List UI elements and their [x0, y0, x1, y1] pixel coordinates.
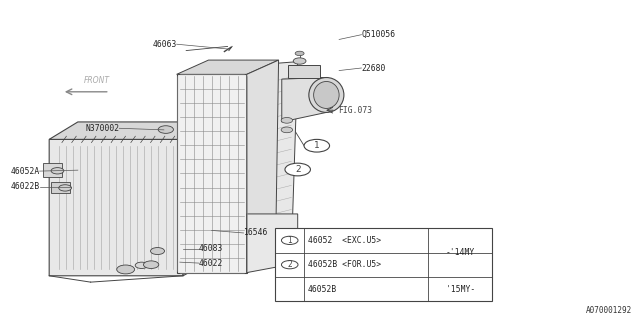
Text: 22680: 22680 — [362, 63, 386, 73]
Text: 16546: 16546 — [244, 228, 268, 237]
Ellipse shape — [309, 77, 344, 112]
Circle shape — [59, 185, 72, 191]
Text: Q510056: Q510056 — [362, 30, 396, 39]
Text: 46052A: 46052A — [10, 167, 40, 176]
Polygon shape — [49, 122, 218, 140]
Text: FIG.073: FIG.073 — [338, 106, 372, 115]
Polygon shape — [246, 214, 298, 273]
Ellipse shape — [314, 82, 339, 108]
Circle shape — [143, 261, 159, 268]
Text: -'14MY: -'14MY — [445, 248, 475, 257]
Circle shape — [282, 236, 298, 244]
Text: 46083: 46083 — [199, 244, 223, 253]
Circle shape — [135, 262, 148, 268]
Text: '15MY-: '15MY- — [445, 284, 475, 293]
Text: 1: 1 — [287, 236, 292, 245]
Text: A070001292: A070001292 — [586, 307, 632, 316]
Polygon shape — [43, 163, 62, 178]
Circle shape — [150, 248, 164, 254]
Text: 46052B <FOR.U5>: 46052B <FOR.U5> — [308, 260, 381, 269]
Bar — [275, 228, 492, 301]
Circle shape — [158, 126, 173, 133]
Polygon shape — [177, 74, 246, 273]
Polygon shape — [183, 122, 218, 276]
Text: 1: 1 — [314, 141, 320, 150]
Circle shape — [51, 168, 64, 174]
Polygon shape — [288, 65, 320, 77]
Text: N370002: N370002 — [85, 124, 119, 133]
Polygon shape — [49, 140, 189, 276]
Polygon shape — [250, 62, 298, 265]
Circle shape — [281, 127, 292, 133]
Text: 46052B: 46052B — [308, 284, 337, 293]
Text: 46022B: 46022B — [10, 182, 40, 191]
Circle shape — [285, 163, 310, 176]
Text: 46063: 46063 — [152, 40, 177, 49]
Circle shape — [295, 51, 304, 56]
Polygon shape — [51, 182, 70, 193]
Polygon shape — [282, 77, 326, 122]
Text: 2: 2 — [287, 260, 292, 269]
Text: 46022: 46022 — [199, 259, 223, 268]
Circle shape — [116, 265, 134, 274]
Text: 2: 2 — [295, 165, 301, 174]
Text: FRONT: FRONT — [84, 76, 110, 84]
Text: 46052  <EXC.U5>: 46052 <EXC.U5> — [308, 236, 381, 245]
Circle shape — [282, 260, 298, 269]
Circle shape — [304, 140, 330, 152]
Circle shape — [293, 58, 306, 64]
Polygon shape — [177, 60, 278, 74]
Polygon shape — [246, 60, 278, 273]
Circle shape — [281, 117, 292, 123]
